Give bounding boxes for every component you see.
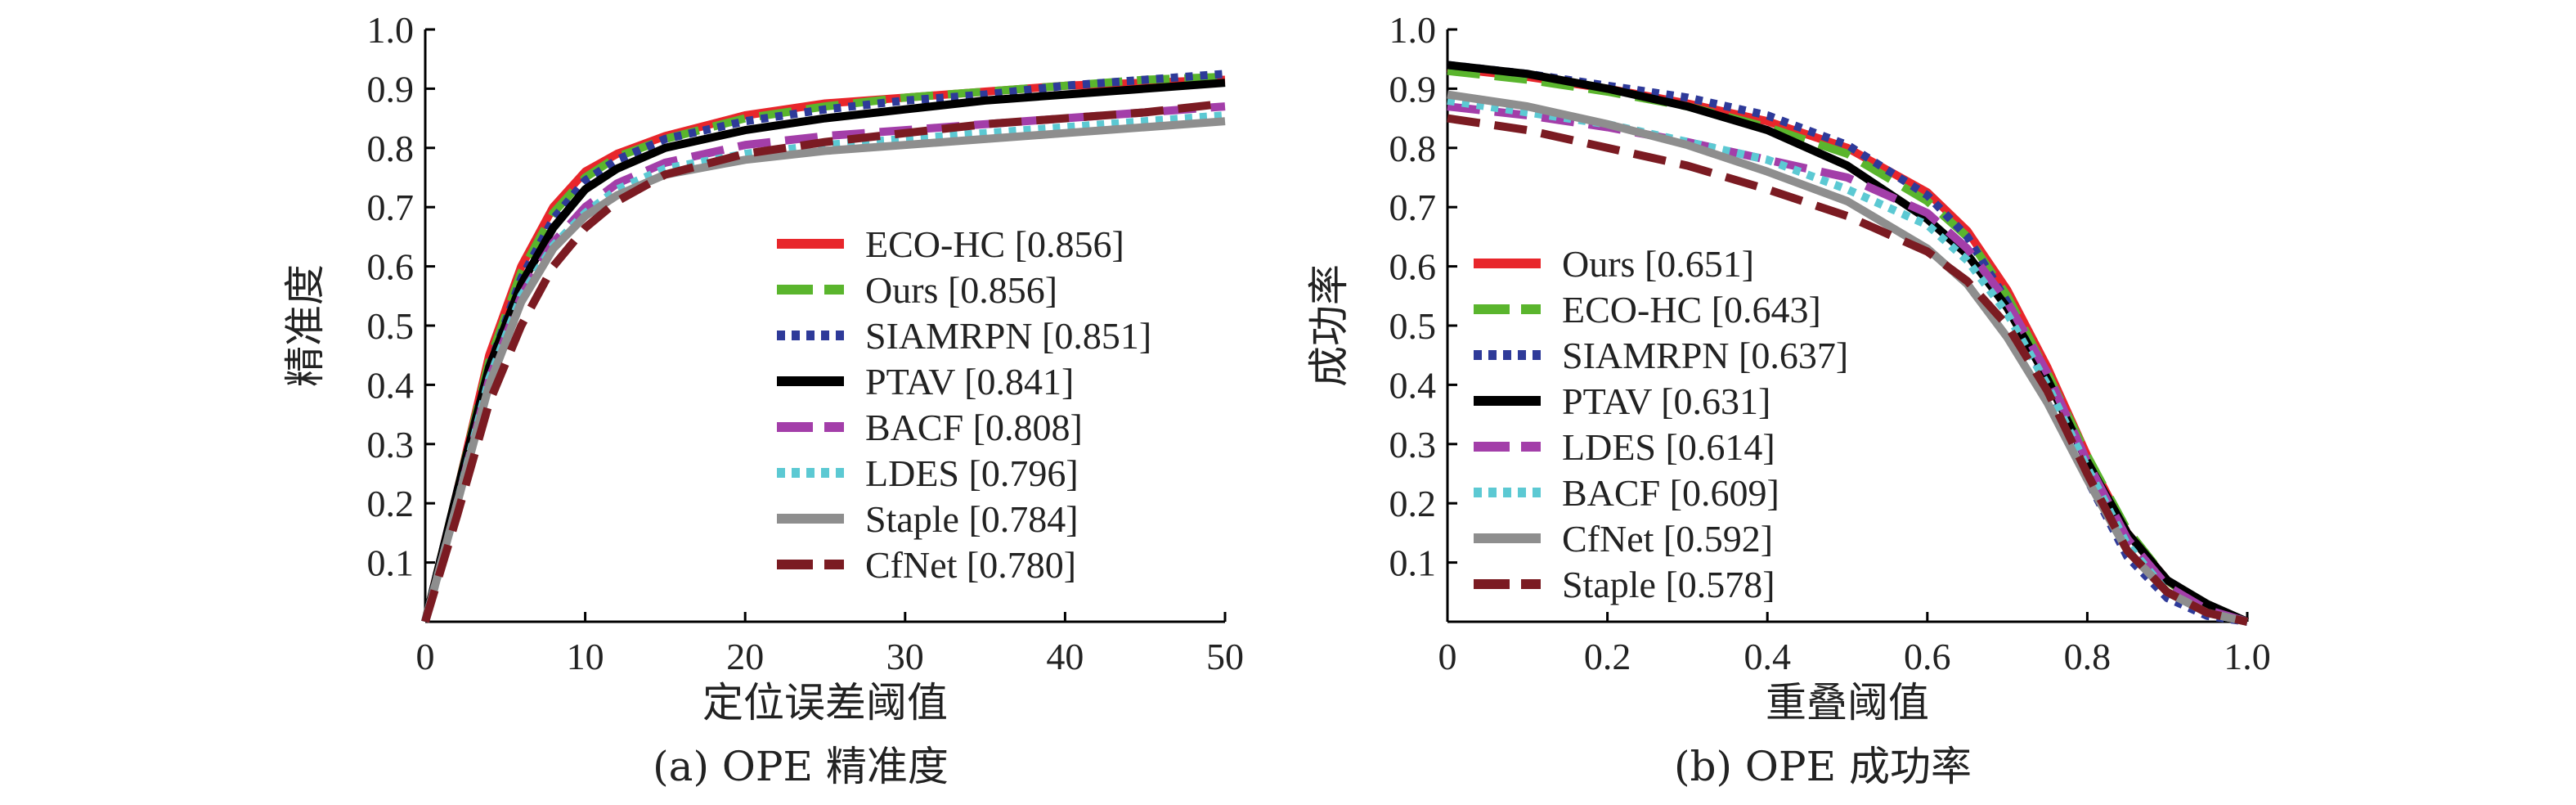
x-axis-title: 定位误差阈值 <box>702 679 948 726</box>
y-tick-label: 0.2 <box>367 483 415 524</box>
x-tick-label: 0.8 <box>2064 636 2112 677</box>
x-axis-title: 重叠阈值 <box>1766 679 1929 726</box>
series-line <box>1447 114 2249 626</box>
x-tick-label: 0 <box>416 636 435 677</box>
y-tick-label: 0.5 <box>1389 305 1437 347</box>
y-axis-title: 成功率 <box>1305 264 1353 387</box>
y-tick-label: 0.3 <box>367 424 415 465</box>
y-tick-label: 0.7 <box>1389 187 1437 228</box>
legend-label: ECO-HC [0.643] <box>1562 289 1821 331</box>
legend-label: ECO-HC [0.856] <box>865 223 1124 265</box>
legend-label: BACF [0.808] <box>865 407 1083 448</box>
x-tick-label: 0.6 <box>1904 636 1951 677</box>
series-line <box>1447 96 2249 626</box>
legend-label: Staple [0.784] <box>865 498 1079 540</box>
x-tick-label: 30 <box>886 636 924 677</box>
x-tick-label: 0.2 <box>1584 636 1631 677</box>
y-tick-label: 0.1 <box>367 542 415 584</box>
y-tick-label: 0.8 <box>367 128 415 169</box>
x-tick-label: 0 <box>1438 636 1457 677</box>
y-tick-label: 0.1 <box>1389 542 1437 584</box>
series-line <box>421 102 1226 623</box>
legend-label: LDES [0.796] <box>865 452 1079 494</box>
legend-label: Ours [0.651] <box>1562 243 1754 285</box>
y-tick-label: 0.7 <box>367 187 415 228</box>
x-tick-label: 50 <box>1206 636 1244 677</box>
y-tick-label: 0.2 <box>1389 483 1437 524</box>
legend: Ours [0.651]ECO-HC [0.643]SIAMRPN [0.637… <box>1474 243 1848 605</box>
y-tick-label: 0.3 <box>1389 424 1437 465</box>
legend-label: SIAMRPN [0.851] <box>865 315 1151 357</box>
legend-label: BACF [0.609] <box>1562 472 1779 514</box>
y-tick-label: 1.0 <box>1389 9 1437 51</box>
y-tick-label: 1.0 <box>367 9 415 51</box>
series-line <box>421 111 1226 623</box>
y-tick-label: 0.4 <box>367 364 415 406</box>
y-tick-label: 0.9 <box>1389 68 1437 110</box>
series-line <box>421 70 1226 623</box>
legend-label: Ours [0.856] <box>865 269 1057 311</box>
series-line <box>421 99 1226 623</box>
legend-label: Staple [0.578] <box>1562 564 1775 605</box>
x-tick-label: 1.0 <box>2224 636 2271 677</box>
chart-caption: (a) OPE 精准度 <box>653 743 949 790</box>
x-tick-label: 20 <box>726 636 764 677</box>
legend-label: PTAV [0.631] <box>1562 380 1770 422</box>
y-tick-label: 0.4 <box>1389 364 1437 406</box>
y-axis-title: 精准度 <box>281 264 329 387</box>
y-tick-label: 0.6 <box>367 246 415 288</box>
x-tick-label: 10 <box>567 636 604 677</box>
y-tick-label: 0.6 <box>1389 246 1437 288</box>
legend-label: CfNet [0.592] <box>1562 518 1773 560</box>
legend-label: PTAV [0.841] <box>865 361 1074 402</box>
y-tick-label: 0.5 <box>367 305 415 347</box>
series-line <box>421 79 1226 623</box>
x-tick-label: 40 <box>1046 636 1084 677</box>
chart-precision: 0.1 0.2 0.3 0.4 0.5 0.6 0.7 0.8 0.9 1.0 0 10 20 30 40 5… <box>281 9 1244 790</box>
y-tick-label: 0.9 <box>367 68 415 110</box>
chart-success: 0.1 0.2 0.3 0.4 0.5 0.6 0.7 0.8 0.9 1.0 0 0.2 0.4 0.6… <box>1305 9 2271 790</box>
legend-label: LDES [0.614] <box>1562 426 1775 468</box>
chart-caption: (b) OPE 成功率 <box>1674 743 1972 790</box>
x-tick-label: 0.4 <box>1744 636 1791 677</box>
y-tick-label: 0.8 <box>1389 128 1437 169</box>
legend-label: SIAMRPN [0.637] <box>1562 335 1848 376</box>
legend: ECO-HC [0.856]Ours [0.856]SIAMRPN [0.851… <box>777 223 1151 586</box>
legend-label: CfNet [0.780] <box>865 544 1076 586</box>
series-line <box>421 117 1226 623</box>
series-line <box>1447 61 2248 626</box>
